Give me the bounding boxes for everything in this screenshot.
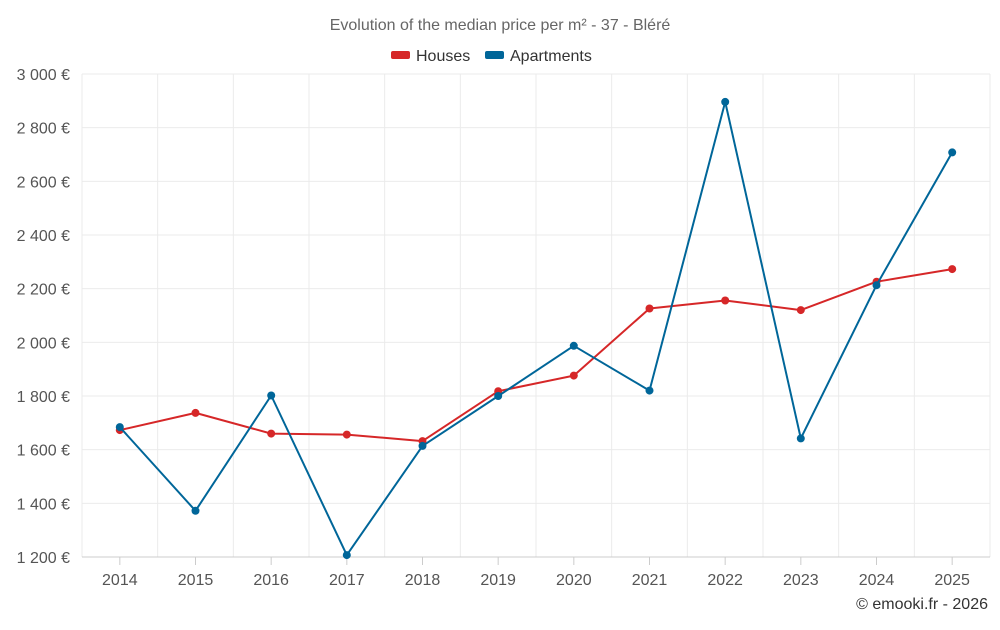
x-tick-label: 2024 (859, 572, 895, 589)
y-tick-label: 1 400 € (17, 496, 70, 513)
legend-swatch-apartments (485, 51, 504, 59)
y-tick-label: 2 600 € (17, 174, 70, 191)
data-point-houses[interactable] (721, 296, 730, 305)
y-tick-label: 1 800 € (17, 389, 70, 406)
data-point-houses[interactable] (267, 429, 276, 438)
x-tick-label: 2016 (253, 572, 289, 589)
data-point-apartments[interactable] (872, 281, 881, 290)
x-tick-label: 2025 (934, 572, 970, 589)
series-line-apartments (119, 100, 954, 557)
data-point-apartments[interactable] (191, 506, 200, 515)
axes (82, 556, 990, 565)
legend-label-apartments: Apartments (510, 48, 592, 65)
data-point-houses[interactable] (948, 265, 957, 274)
y-tick-label: 2 400 € (17, 228, 70, 245)
data-point-apartments[interactable] (494, 392, 503, 400)
series-apartments (115, 97, 957, 560)
data-point-houses[interactable] (569, 371, 578, 380)
y-tick-label: 3 000 € (17, 67, 70, 84)
data-point-houses[interactable] (796, 306, 805, 315)
grid (81, 73, 991, 557)
legend: Houses Apartments (391, 48, 592, 65)
x-axis-ticks: 2014 2015 2016 2017 2018 2019 2020 2021 2022 2023… (102, 572, 970, 589)
data-point-apartments[interactable] (267, 391, 276, 400)
data-point-apartments[interactable] (721, 97, 730, 106)
x-tick-label: 2022 (707, 572, 743, 589)
data-point-apartments[interactable] (115, 423, 124, 432)
y-tick-label: 2 000 € (17, 335, 70, 352)
legend-label-houses: Houses (416, 48, 470, 65)
data-point-apartments[interactable] (645, 386, 654, 395)
x-tick-label: 2015 (178, 572, 214, 589)
y-axis-ticks: 3 000 € 2 800 € 2 600 € 2 400 € 2 200 € 2 000… (17, 67, 70, 567)
y-tick-label: 1 600 € (17, 443, 70, 460)
y-tick-label: 2 800 € (17, 121, 70, 138)
data-point-apartments[interactable] (342, 551, 351, 560)
series-line-houses (119, 268, 953, 443)
data-point-houses[interactable] (191, 408, 200, 417)
data-point-apartments[interactable] (569, 341, 578, 350)
y-tick-label: 2 200 € (17, 282, 70, 299)
x-tick-label: 2018 (405, 572, 441, 589)
data-point-apartments[interactable] (948, 148, 957, 157)
x-tick-label: 2019 (480, 572, 516, 589)
y-tick-label: 1 200 € (17, 550, 70, 567)
data-point-apartments[interactable] (418, 441, 427, 450)
legend-swatch-houses (391, 51, 410, 59)
credit-text: © emooki.fr - 2026 (856, 596, 988, 613)
x-tick-label: 2017 (329, 572, 365, 589)
series (115, 97, 957, 560)
x-tick-label: 2020 (556, 572, 592, 589)
x-tick-label: 2021 (632, 572, 668, 589)
data-point-houses[interactable] (342, 430, 351, 439)
legend-item-houses[interactable]: Houses (391, 48, 470, 65)
data-point-houses[interactable] (645, 304, 654, 313)
x-tick-label: 2023 (783, 572, 819, 589)
series-houses (115, 265, 957, 446)
x-tick-label: 2014 (102, 572, 138, 589)
data-point-apartments[interactable] (796, 434, 805, 443)
chart-title: Evolution of the median price per m² - 3… (330, 17, 671, 34)
legend-item-apartments[interactable]: Apartments (485, 48, 592, 65)
